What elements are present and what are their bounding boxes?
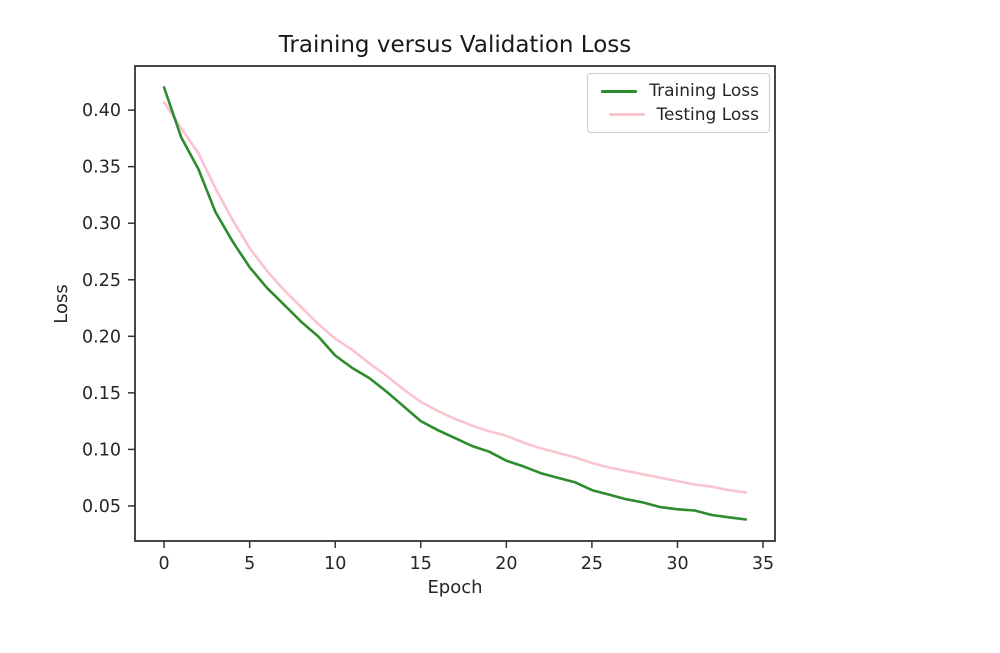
legend-label-training-loss: Training Loss (649, 81, 759, 102)
chart-title: Training versus Validation Loss (278, 32, 632, 58)
y-tick-label: 0.15 (82, 384, 121, 404)
y-tick-label: 0.35 (82, 158, 121, 178)
y-tick-label: 0.30 (82, 214, 121, 234)
y-tick-label: 0.20 (82, 327, 121, 347)
testing-loss-line (162, 100, 748, 494)
y-tick-label: 0.05 (82, 497, 121, 517)
legend-item-training-loss: Training Loss (598, 81, 759, 101)
training-loss-line-swatch (601, 89, 638, 93)
legend-label-testing-loss: Testing Loss (656, 104, 759, 125)
x-tick-label: 10 (324, 554, 346, 574)
x-tick-label: 5 (244, 554, 255, 574)
legend-item-testing-loss: Testing Loss (598, 105, 759, 125)
y-tick-label: 0.40 (82, 101, 121, 121)
x-tick-label: 30 (666, 554, 688, 574)
axes-frame (134, 65, 776, 542)
y-tick-label: 0.25 (82, 271, 121, 291)
y-tick-label: 0.10 (82, 440, 121, 460)
legend: Training Loss Testing Loss (587, 73, 770, 133)
training-loss-line (162, 86, 748, 521)
x-tick-label: 35 (752, 554, 774, 574)
x-tick-label: 20 (495, 554, 517, 574)
testing-loss-line-swatch (608, 113, 645, 117)
x-tick-label: 15 (410, 554, 432, 574)
x-tick-label: 25 (581, 554, 603, 574)
x-axis-label: Epoch (427, 577, 483, 598)
x-tick-label: 0 (159, 554, 170, 574)
